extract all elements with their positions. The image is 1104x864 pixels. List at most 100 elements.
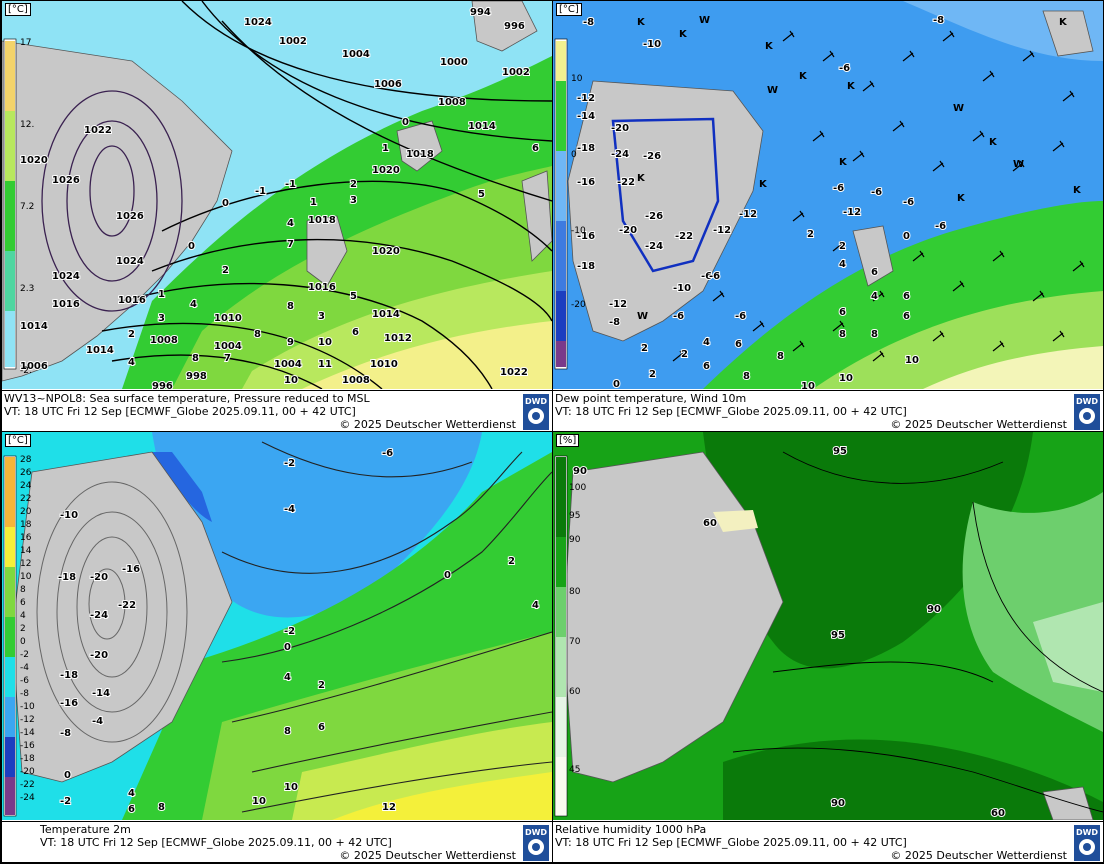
scale-label: -6: [20, 676, 29, 686]
wind-mark: W: [767, 85, 778, 96]
temp-label: 8: [284, 726, 291, 737]
panel-title: Temperature 2m: [40, 823, 131, 836]
dewpoint-label: -22: [675, 231, 693, 242]
sst-label: -1: [255, 186, 266, 197]
temp-label: 10: [284, 782, 298, 793]
rh-label: 95: [831, 630, 845, 641]
panel-footer: Temperature 2m VT: 18 UTC Fri 12 Sep [EC…: [2, 821, 552, 862]
temp-label: 6: [128, 804, 135, 815]
isobar-label: 1022: [84, 125, 112, 136]
dewpoint-label: -18: [577, 261, 595, 272]
scale-label: 8: [20, 585, 26, 595]
valid-time: VT: 18 UTC Fri 12 Sep [ECMWF_Globe 2025.…: [555, 405, 907, 418]
sst-label: 5: [478, 189, 485, 200]
scale-label: 90: [569, 535, 581, 545]
sst-label: 7: [287, 239, 294, 250]
scale-label: 17: [20, 38, 31, 48]
wind-mark: K: [759, 179, 768, 190]
temp-label: -2: [284, 626, 295, 637]
panel-footer: Relative humidity 1000 hPa VT: 18 UTC Fr…: [553, 821, 1103, 862]
dewpoint-label: -20: [619, 225, 637, 236]
dewpoint-label: -6: [935, 221, 946, 232]
isobar-label: 1012: [384, 333, 412, 344]
copyright: © 2025 Deutscher Wetterdienst: [339, 849, 516, 862]
sst-label: 3: [350, 195, 357, 206]
temp-label: 12: [382, 802, 396, 813]
dewpoint-label: 8: [777, 351, 784, 362]
sst-label: 6: [532, 143, 539, 154]
isobar-label: 1008: [438, 97, 466, 108]
isobar-label: 1006: [20, 361, 48, 372]
scale-label: 14: [20, 546, 32, 556]
scale-label: 60: [569, 687, 581, 697]
scale-label: 80: [569, 587, 581, 597]
scale-label: 18: [20, 520, 32, 530]
temp-label: -18: [58, 572, 76, 583]
rh-label: 60: [991, 808, 1005, 819]
dewpoint-label: -12: [843, 207, 861, 218]
isobar-label: 1020: [20, 155, 48, 166]
color-scale: 17 12. 7.2 2.3 -2.: [3, 38, 34, 376]
temp-label: -24: [90, 610, 108, 621]
isobar-label: 1004: [214, 341, 242, 352]
scale-label: 28: [20, 455, 32, 465]
temp-label: 0: [284, 642, 291, 653]
sst-label: 3: [158, 313, 165, 324]
temp-label: 0: [64, 770, 71, 781]
dewpoint-label: 2: [681, 349, 688, 360]
dewpoint-label: -12: [609, 299, 627, 310]
dewpoint-label: 8: [743, 371, 750, 382]
isobar-label: 1002: [502, 67, 530, 78]
isobar-label: 1022: [500, 367, 528, 378]
dewpoint-label: 4: [703, 337, 710, 348]
dewpoint-label: -8: [609, 317, 620, 328]
isobar-label: 1024: [116, 256, 144, 267]
temp-label: -14: [92, 688, 110, 699]
scale-label: 24: [20, 481, 32, 491]
temp-label: 4: [532, 600, 539, 611]
dewpoint-label: 6: [871, 267, 878, 278]
isobar-label: 1010: [214, 313, 242, 324]
temp-label: 4: [284, 672, 291, 683]
isobar-label: 996: [504, 21, 525, 32]
dewpoint-label: 4: [839, 259, 846, 270]
isobar-label: 1026: [116, 211, 144, 222]
wind-mark: W: [699, 15, 710, 26]
valid-time: VT: 18 UTC Fri 12 Sep [ECMWF_Globe 2025.…: [40, 836, 392, 849]
scale-label: 0: [20, 637, 26, 647]
wind-mark: W: [1013, 159, 1024, 170]
dwd-logo: DWD: [1073, 824, 1101, 862]
scale-label: 10: [20, 572, 32, 582]
scale-label: 70: [569, 637, 581, 647]
map-sst-mslp: 1024 1002 1004 1006 1000 1002 994 996 10…: [2, 1, 552, 389]
panel-temperature-2m: -6 -2 -4 -2 -10 -16 -18 -20 -22 -24 -20 …: [2, 432, 552, 862]
panel-dewpoint-wind: -8 -10 -8 -12 -14 -18 -16 -16 -18 -20 -2…: [553, 1, 1103, 431]
temp-label: 2: [508, 556, 515, 567]
sst-label: 1: [158, 289, 165, 300]
dewpoint-label: -12: [577, 93, 595, 104]
dewpoint-label: 2: [641, 343, 648, 354]
temp-label: -20: [90, 572, 108, 583]
sst-label: 11: [318, 359, 332, 370]
scale-label: -12: [20, 715, 35, 725]
temp-label: 2: [318, 680, 325, 691]
wind-mark: K: [839, 157, 848, 168]
unit-label: [°C]: [556, 3, 582, 16]
sst-label: 2: [222, 265, 229, 276]
dewpoint-label: -26: [643, 151, 661, 162]
scale-label: -20: [571, 300, 586, 310]
sst-label: 6: [352, 327, 359, 338]
sst-label: 8: [287, 301, 294, 312]
valid-time: VT: 18 UTC Fri 12 Sep [ECMWF_Globe 2025.…: [555, 836, 907, 849]
isobar-label: 1004: [342, 49, 370, 60]
wind-mark: K: [799, 71, 808, 82]
temp-label: 0: [444, 570, 451, 581]
wind-mark: K: [1073, 185, 1082, 196]
valid-time: VT: 18 UTC Fri 12 Sep [ECMWF_Globe 2025.…: [4, 405, 356, 418]
isobar-label: 1016: [118, 295, 146, 306]
sst-label: 5: [350, 291, 357, 302]
dewpoint-label: -20: [611, 123, 629, 134]
dewpoint-label: 10: [801, 381, 815, 389]
temp-label: -16: [60, 698, 78, 709]
map-relative-humidity: 90 95 60 95 90 90 60 100 95 90 80 70 60 …: [553, 432, 1103, 820]
